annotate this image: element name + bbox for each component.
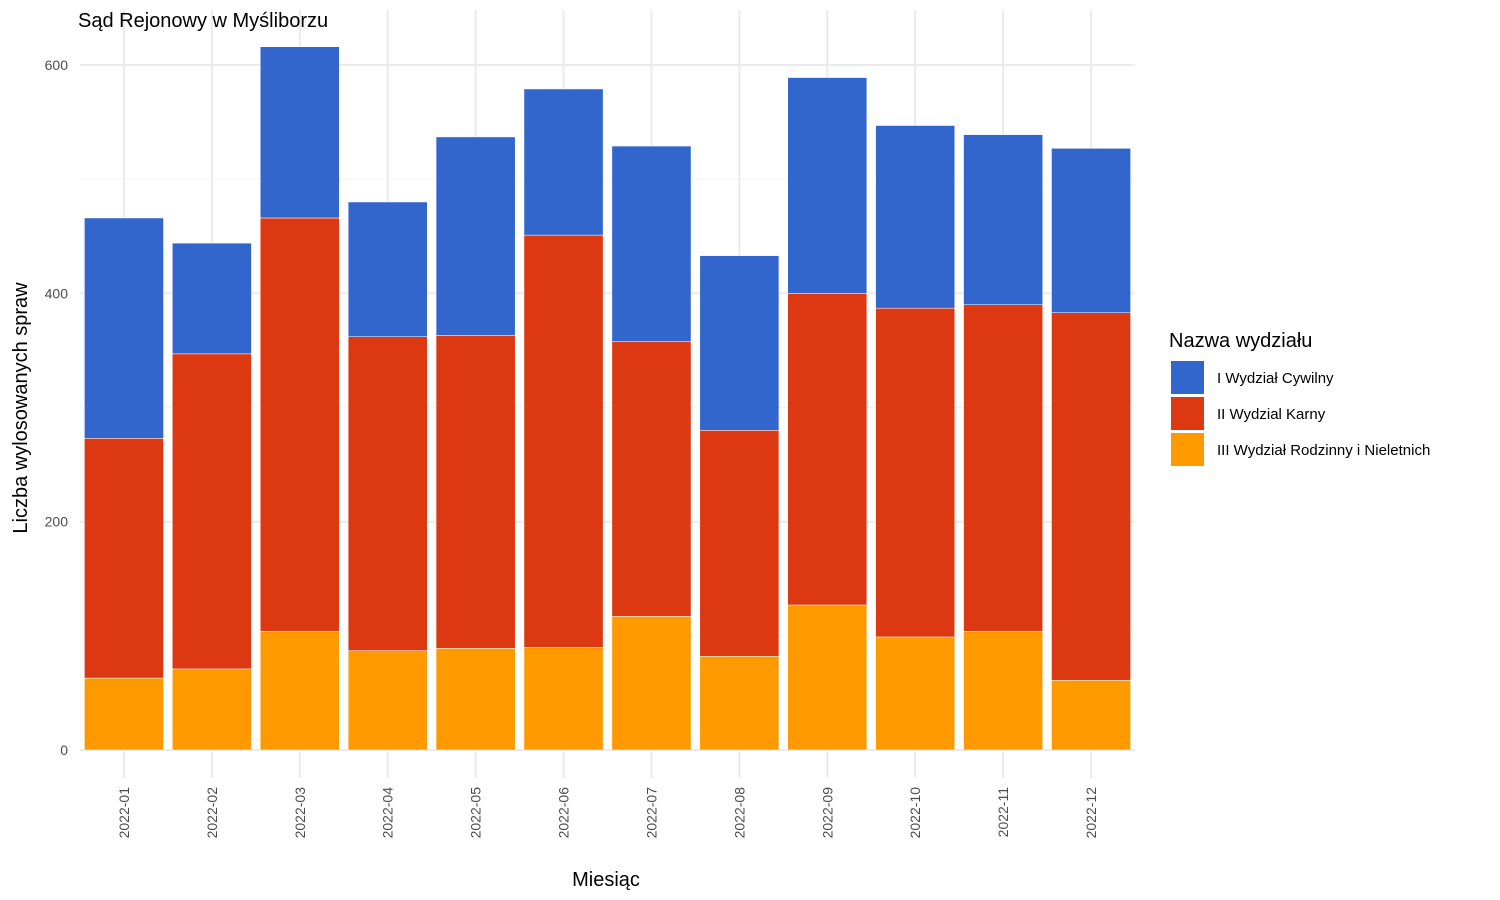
chart-title: Sąd Rejonowy w Myśliborzu: [78, 10, 328, 32]
bar-segment: [699, 656, 780, 751]
bar-segment: [172, 353, 252, 670]
bar-segment: [435, 136, 516, 336]
bar-segment: [787, 293, 868, 606]
bar-segment: [347, 650, 428, 751]
bar-segment: [523, 234, 604, 648]
bar-segment: [611, 145, 692, 342]
bar-segment: [875, 125, 956, 309]
bar-segment: [259, 217, 340, 632]
x-tick-label: 2022-10: [907, 787, 923, 839]
bar-segment: [1051, 148, 1131, 313]
y-axis-title: Liczba wylosowanych spraw: [10, 282, 32, 534]
x-tick-label: 2022-09: [819, 787, 835, 839]
bar-segment: [699, 430, 780, 657]
x-axis-ticks: 2022-01 2022-02 2022-03 2022-04 2022-05 2022-…: [116, 787, 1099, 839]
bar-segment: [84, 677, 164, 751]
bar-segment: [611, 616, 692, 751]
x-tick-label: 2022-07: [643, 787, 659, 839]
legend-label: I Wydział Cywilny: [1217, 370, 1334, 387]
legend-label: II Wydzial Karny: [1217, 406, 1326, 423]
bar-segment: [523, 88, 604, 236]
bar-segment: [699, 255, 780, 431]
y-tick-label: 200: [45, 514, 69, 530]
bar-segment: [347, 201, 428, 337]
x-tick-label: 2022-12: [1083, 787, 1099, 839]
legend-swatch: [1171, 397, 1204, 430]
bar-segment: [875, 636, 956, 751]
y-tick-label: 600: [45, 57, 69, 73]
legend-label: III Wydział Rodzinny i Nieletnich: [1217, 442, 1430, 459]
bar-segment: [523, 647, 604, 751]
bar-segment: [84, 217, 164, 439]
bars: [84, 46, 1131, 751]
bar-segment: [875, 307, 956, 638]
legend-swatch: [1171, 433, 1204, 466]
y-axis-ticks: 0 200 400 600: [45, 57, 69, 758]
x-tick-label: 2022-03: [292, 787, 308, 839]
x-tick-label: 2022-05: [468, 787, 484, 839]
bar-segment: [347, 336, 428, 651]
x-tick-label: 2022-02: [204, 787, 220, 839]
bar-segment: [1051, 680, 1131, 751]
x-tick-label: 2022-06: [556, 787, 572, 839]
bar-segment: [787, 604, 868, 751]
x-tick-label: 2022-08: [731, 787, 747, 839]
bar-segment: [1051, 312, 1131, 681]
bar-segment: [435, 648, 516, 751]
bar-segment: [611, 341, 692, 617]
legend: Nazwa wydziału I Wydział Cywilny II Wydzi…: [1169, 330, 1430, 466]
bar-segment: [787, 77, 868, 294]
x-tick-label: 2022-01: [116, 787, 132, 839]
bar-segment: [172, 668, 252, 751]
bar-segment: [963, 304, 1043, 632]
legend-title: Nazwa wydziału: [1169, 330, 1312, 352]
bar-segment: [259, 46, 340, 219]
x-tick-label: 2022-04: [380, 787, 396, 839]
bar-segment: [172, 242, 252, 355]
bar-segment: [963, 134, 1043, 305]
bar-segment: [435, 335, 516, 649]
bar-segment: [963, 631, 1043, 751]
legend-swatch: [1171, 361, 1204, 394]
y-tick-label: 0: [60, 742, 68, 758]
y-tick-label: 400: [45, 285, 69, 301]
bar-segment: [84, 438, 164, 679]
bar-segment: [259, 631, 340, 751]
x-axis-title: Miesiąc: [572, 869, 640, 891]
x-tick-label: 2022-11: [995, 787, 1011, 838]
